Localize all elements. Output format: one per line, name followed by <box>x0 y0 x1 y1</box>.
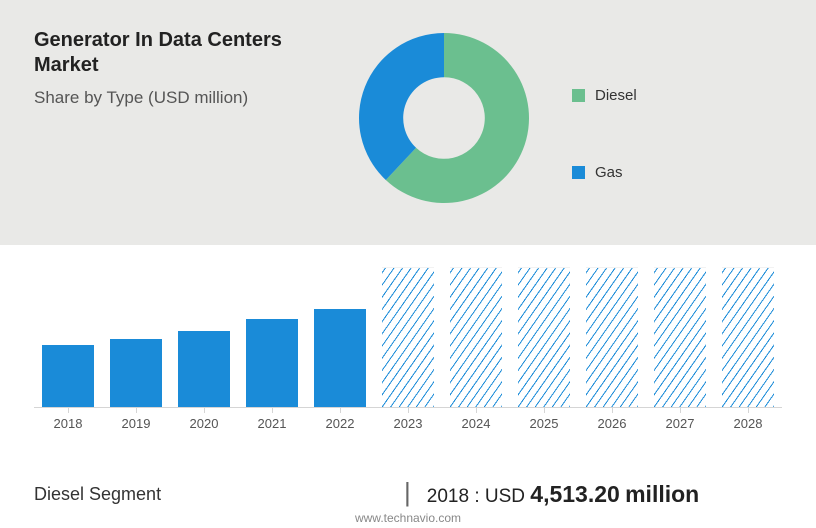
bar-slot-2023 <box>374 267 442 407</box>
stat-colon: : <box>474 486 485 507</box>
chart-title: Generator In Data Centers Market <box>34 28 344 78</box>
bar-slot-2022 <box>306 309 374 407</box>
bar-chart: 2018201920202021202220232024202520262027… <box>0 245 816 445</box>
x-tick-2025: 2025 <box>510 408 578 437</box>
legend-swatch <box>572 89 585 102</box>
bar-2025 <box>518 267 570 407</box>
bar-2027 <box>654 267 706 407</box>
stat-year: 2018 <box>427 486 469 507</box>
legend-swatch <box>572 166 585 179</box>
stat-value: 4,513.20 <box>530 481 620 507</box>
bar-2026 <box>586 267 638 407</box>
bar-2020 <box>178 331 230 407</box>
bar-area <box>34 267 782 407</box>
legend-item-gas: Gas <box>572 164 782 181</box>
title-line1: Generator In Data Centers <box>34 29 282 51</box>
x-tick-2018: 2018 <box>34 408 102 437</box>
bar-2028 <box>722 267 774 407</box>
x-tick-2027: 2027 <box>646 408 714 437</box>
legend-label: Diesel <box>595 87 637 104</box>
bar-2018 <box>42 345 94 407</box>
x-tick-2019: 2019 <box>102 408 170 437</box>
legend-label: Gas <box>595 164 623 181</box>
watermark: www.technavio.com <box>355 511 461 525</box>
bar-slot-2019 <box>102 339 170 407</box>
x-tick-2028: 2028 <box>714 408 782 437</box>
x-tick-2021: 2021 <box>238 408 306 437</box>
x-axis: 2018201920202021202220232024202520262027… <box>34 407 782 437</box>
bar-slot-2024 <box>442 267 510 407</box>
x-tick-2024: 2024 <box>442 408 510 437</box>
bar-2022 <box>314 309 366 407</box>
donut-svg <box>354 28 534 208</box>
bar-slot-2020 <box>170 331 238 407</box>
x-tick-2026: 2026 <box>578 408 646 437</box>
x-tick-2023: 2023 <box>374 408 442 437</box>
bar-slot-2025 <box>510 267 578 407</box>
donut-legend: Diesel Gas <box>544 28 782 233</box>
segment-label: Diesel Segment <box>34 484 404 505</box>
bar-slot-2026 <box>578 267 646 407</box>
bar-slot-2027 <box>646 267 714 407</box>
stat-prefix: USD <box>485 486 525 507</box>
bar-2024 <box>450 267 502 407</box>
title-line2: Market <box>34 54 98 76</box>
bar-2019 <box>110 339 162 407</box>
stat-text: 2018 : USD 4,513.20 million <box>427 481 699 508</box>
footer-stat-row: Diesel Segment | 2018 : USD 4,513.20 mil… <box>0 477 816 512</box>
x-tick-2020: 2020 <box>170 408 238 437</box>
stat-unit: million <box>625 481 699 507</box>
legend-item-diesel: Diesel <box>572 87 782 104</box>
top-panel: Generator In Data Centers Market Share b… <box>0 0 816 245</box>
chart-subtitle: Share by Type (USD million) <box>34 88 344 108</box>
bar-2023 <box>382 267 434 407</box>
bar-2021 <box>246 319 298 407</box>
x-tick-2022: 2022 <box>306 408 374 437</box>
donut-chart <box>344 28 544 233</box>
bar-slot-2018 <box>34 345 102 407</box>
bar-slot-2028 <box>714 267 782 407</box>
divider: | <box>404 477 427 512</box>
bar-slot-2021 <box>238 319 306 407</box>
title-block: Generator In Data Centers Market Share b… <box>34 28 344 233</box>
